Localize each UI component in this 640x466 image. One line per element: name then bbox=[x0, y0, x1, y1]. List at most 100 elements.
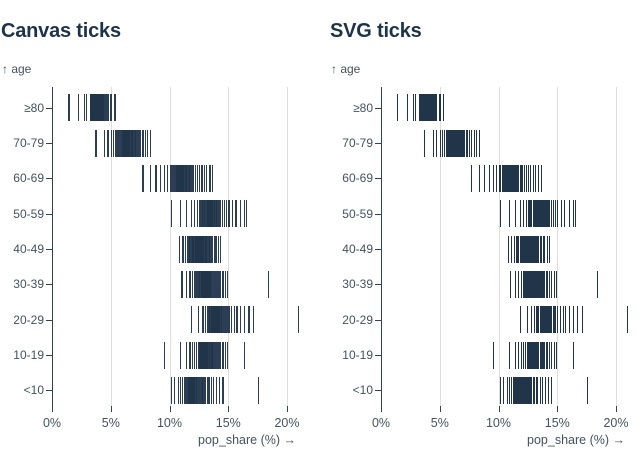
data-tick bbox=[167, 164, 169, 192]
data-tick bbox=[252, 306, 255, 334]
data-tick bbox=[428, 94, 430, 122]
data-tick bbox=[531, 270, 533, 298]
data-tick bbox=[464, 129, 466, 157]
data-tick bbox=[211, 341, 214, 369]
data-tick bbox=[510, 376, 512, 404]
data-tick bbox=[541, 341, 543, 369]
data-tick bbox=[509, 341, 511, 369]
data-tick bbox=[518, 376, 520, 404]
data-tick bbox=[212, 270, 215, 298]
data-tick bbox=[174, 376, 176, 404]
data-tick bbox=[163, 164, 165, 192]
data-tick bbox=[516, 164, 518, 192]
data-tick bbox=[531, 306, 533, 334]
data-tick bbox=[198, 200, 201, 228]
data-tick bbox=[551, 341, 553, 369]
data-tick bbox=[245, 200, 248, 228]
data-tick bbox=[514, 270, 516, 298]
data-tick bbox=[562, 306, 564, 334]
data-tick bbox=[540, 164, 542, 192]
y-axis-label: ↑ age bbox=[2, 62, 32, 76]
data-tick bbox=[522, 270, 524, 298]
data-tick bbox=[222, 376, 224, 404]
data-tick bbox=[539, 306, 541, 334]
data-tick bbox=[546, 235, 548, 263]
data-tick bbox=[520, 376, 522, 404]
data-tick bbox=[541, 306, 543, 334]
data-tick bbox=[180, 200, 182, 228]
data-tick bbox=[535, 270, 537, 298]
data-tick bbox=[185, 164, 188, 192]
data-tick bbox=[208, 270, 210, 298]
x-axis-tick bbox=[616, 406, 617, 412]
data-tick bbox=[510, 164, 512, 192]
data-tick bbox=[517, 235, 519, 263]
data-tick bbox=[415, 94, 417, 122]
y-tick-label: 70-79 bbox=[13, 136, 44, 150]
data-tick bbox=[103, 129, 105, 157]
data-tick bbox=[140, 129, 142, 157]
x-axis-tick bbox=[169, 406, 171, 412]
data-tick bbox=[181, 376, 184, 404]
data-tick bbox=[200, 200, 202, 228]
data-tick bbox=[513, 235, 515, 263]
data-tick bbox=[83, 94, 86, 122]
y-axis-tick bbox=[46, 319, 52, 321]
data-tick bbox=[524, 376, 526, 404]
data-tick bbox=[223, 306, 225, 334]
plot-area: 0% 5% 10% 15% 20% ≥80 70-79 60-69 50-59 40-49 30-3… bbox=[329, 0, 640, 466]
y-tick-label: 20-29 bbox=[342, 312, 373, 327]
data-tick bbox=[420, 94, 422, 122]
data-tick bbox=[521, 235, 523, 263]
y-axis-tick bbox=[375, 213, 381, 215]
data-tick bbox=[467, 129, 469, 157]
data-tick bbox=[220, 235, 222, 263]
data-tick bbox=[523, 235, 525, 263]
data-tick bbox=[541, 306, 543, 334]
data-tick bbox=[460, 129, 462, 157]
data-tick bbox=[189, 164, 191, 192]
data-tick bbox=[549, 341, 551, 369]
data-tick bbox=[419, 94, 421, 122]
data-tick bbox=[499, 376, 501, 404]
data-tick bbox=[540, 270, 542, 298]
y-tick-label: 70-79 bbox=[342, 136, 373, 150]
data-tick bbox=[129, 129, 131, 157]
data-tick bbox=[519, 200, 521, 228]
data-tick bbox=[514, 164, 516, 192]
data-tick bbox=[597, 270, 599, 298]
data-tick bbox=[443, 94, 445, 122]
data-tick bbox=[142, 164, 144, 192]
data-tick bbox=[190, 306, 192, 334]
data-tick bbox=[425, 94, 427, 122]
data-tick bbox=[532, 164, 534, 192]
data-tick bbox=[512, 164, 514, 192]
data-tick bbox=[429, 94, 431, 122]
svg-ticks-chart: SVG ticks ↑ age 0% 5% 10% 15% 20% ≥80 70-79 60-… bbox=[329, 0, 640, 466]
data-tick bbox=[535, 306, 537, 334]
data-tick bbox=[525, 235, 527, 263]
data-tick bbox=[549, 306, 551, 334]
x-axis-tick bbox=[498, 406, 500, 412]
data-tick bbox=[518, 341, 520, 369]
y-axis-tick bbox=[46, 213, 52, 215]
data-tick bbox=[540, 235, 542, 263]
data-tick bbox=[136, 129, 138, 157]
data-tick bbox=[540, 200, 542, 228]
y-tick-label: <10 bbox=[352, 383, 373, 398]
data-tick bbox=[223, 200, 225, 228]
data-tick bbox=[412, 94, 414, 122]
data-tick bbox=[210, 376, 212, 404]
data-tick bbox=[526, 306, 528, 334]
data-tick bbox=[557, 200, 559, 228]
data-tick bbox=[221, 200, 224, 228]
data-tick bbox=[201, 200, 203, 228]
data-tick bbox=[533, 235, 535, 263]
data-tick bbox=[513, 164, 515, 192]
data-tick bbox=[180, 341, 182, 369]
x-axis-tick bbox=[287, 406, 288, 412]
data-tick bbox=[428, 94, 429, 122]
y-tick-label: 10-19 bbox=[342, 348, 373, 362]
data-tick bbox=[505, 164, 507, 192]
data-tick bbox=[178, 235, 181, 263]
